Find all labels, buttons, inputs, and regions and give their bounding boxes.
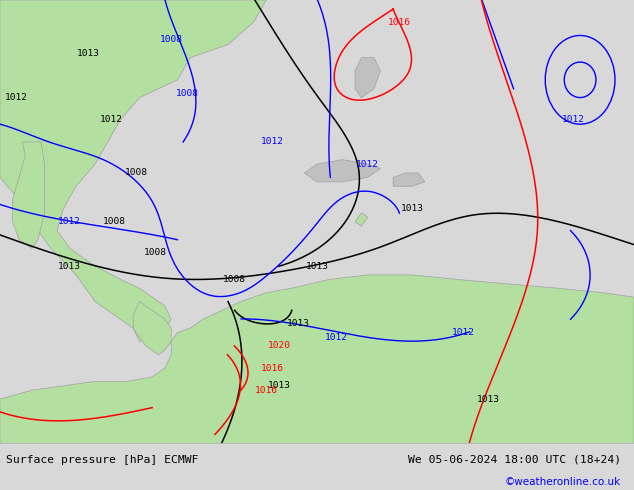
Text: 1013: 1013 [401, 204, 424, 213]
Text: 1008: 1008 [223, 275, 246, 284]
Polygon shape [13, 142, 44, 248]
Text: 1012: 1012 [562, 115, 585, 124]
Text: 1012: 1012 [58, 217, 81, 226]
Text: ©weatheronline.co.uk: ©weatheronline.co.uk [505, 477, 621, 487]
Text: 1008: 1008 [176, 89, 198, 98]
Text: 1013: 1013 [477, 394, 500, 404]
Text: 1012: 1012 [451, 328, 474, 337]
Polygon shape [355, 213, 368, 226]
Text: 1012: 1012 [325, 333, 347, 342]
Text: 1012: 1012 [261, 137, 284, 147]
Text: 1008: 1008 [125, 169, 148, 177]
Polygon shape [393, 173, 425, 186]
Text: 1008: 1008 [103, 217, 126, 226]
Text: We 05-06-2024 18:00 UTC (18+24): We 05-06-2024 18:00 UTC (18+24) [408, 455, 621, 465]
Text: 1008: 1008 [160, 35, 183, 45]
Text: 1016: 1016 [388, 18, 411, 26]
Polygon shape [304, 160, 380, 182]
Polygon shape [133, 301, 171, 355]
Text: 1012: 1012 [356, 160, 379, 169]
Text: 1013: 1013 [306, 262, 328, 270]
Text: 1016: 1016 [255, 386, 278, 395]
Text: 1008: 1008 [144, 248, 167, 257]
Text: 1020: 1020 [268, 342, 290, 350]
Polygon shape [0, 0, 266, 342]
Polygon shape [0, 275, 634, 443]
Text: 1013: 1013 [58, 262, 81, 270]
Text: 1012: 1012 [4, 93, 27, 102]
Text: 1013: 1013 [77, 49, 100, 58]
Polygon shape [355, 58, 380, 98]
Text: 1016: 1016 [261, 364, 284, 372]
Text: 1013: 1013 [287, 319, 309, 328]
Text: Surface pressure [hPa] ECMWF: Surface pressure [hPa] ECMWF [6, 455, 199, 465]
Text: 1013: 1013 [268, 381, 290, 391]
Text: 1012: 1012 [100, 115, 122, 124]
